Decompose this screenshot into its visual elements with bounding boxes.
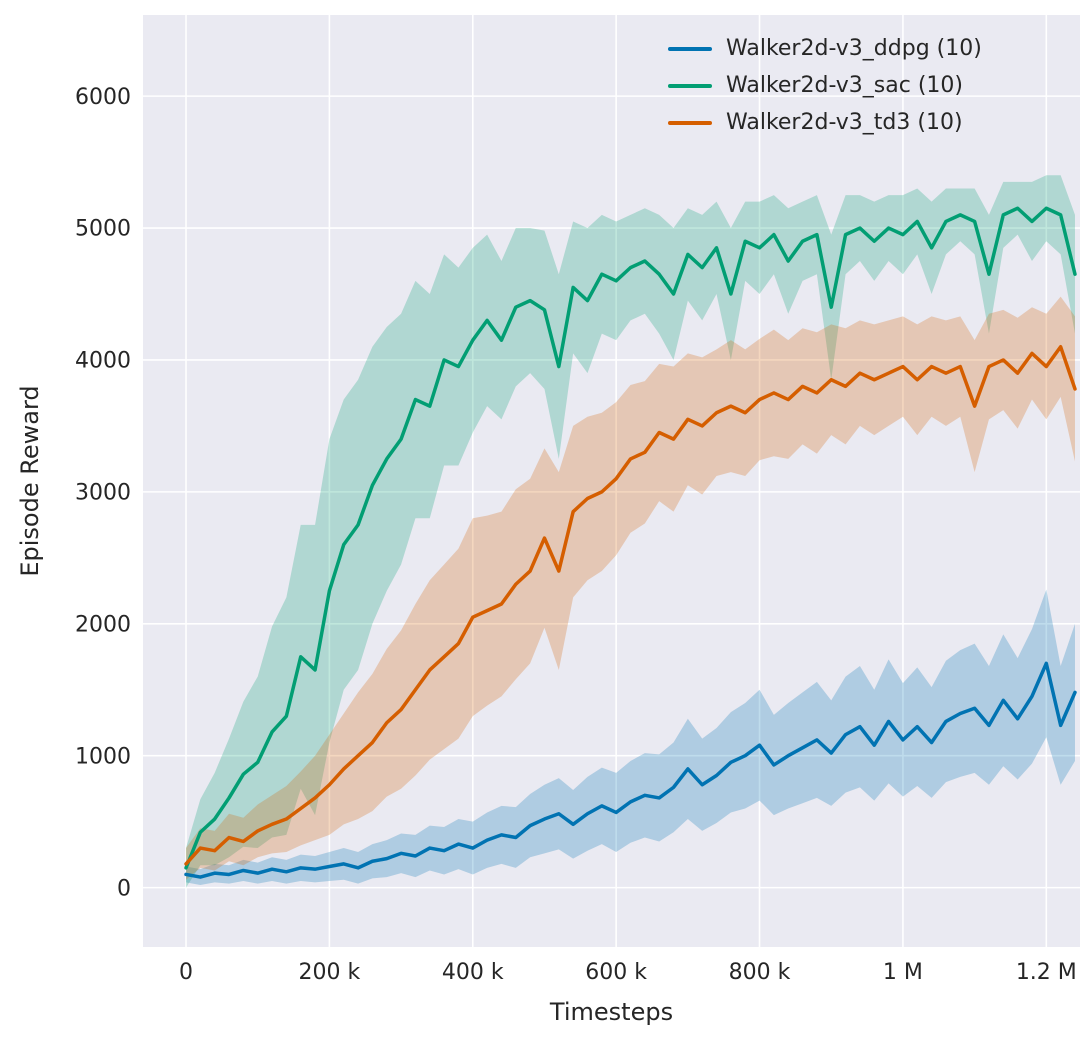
- confidence-band: [186, 175, 1075, 888]
- confidence-band: [186, 296, 1075, 880]
- legend-swatch-td3: [668, 120, 712, 126]
- legend-label-td3: Walker2d-v3_td3 (10): [726, 110, 963, 135]
- y-tick-label: 2000: [75, 613, 131, 638]
- x-tick-label: 0: [179, 960, 193, 985]
- y-tick-label: 3000: [75, 481, 131, 506]
- series-line: [184, 345, 1077, 866]
- x-tick-label: 400 k: [442, 960, 504, 985]
- legend-item-td3: Walker2d-v3_td3 (10): [668, 110, 982, 136]
- legend-item-sac: Walker2d-v3_sac (10): [668, 73, 982, 99]
- y-tick-label: 4000: [75, 349, 131, 374]
- y-tick-label: 5000: [75, 217, 131, 242]
- y-tick-label: 1000: [75, 744, 131, 769]
- legend-item-ddpg: Walker2d-v3_ddpg (10): [668, 36, 982, 62]
- x-tick-label: 800 k: [729, 960, 791, 985]
- grid: [143, 15, 1080, 947]
- y-tick-label: 6000: [75, 85, 131, 110]
- series-line: [184, 661, 1077, 879]
- series-line: [184, 206, 1077, 870]
- x-tick-label: 600 k: [585, 960, 647, 985]
- y-axis-label: Episode Reward: [16, 385, 44, 577]
- legend-swatch-ddpg: [668, 46, 712, 52]
- plot-area: [184, 175, 1077, 888]
- legend: Walker2d-v3_ddpg (10) Walker2d-v3_sac (1…: [668, 36, 982, 136]
- x-axis-label: Timesteps: [549, 998, 674, 1026]
- legend-label-ddpg: Walker2d-v3_ddpg (10): [726, 36, 982, 61]
- x-tick-label: 1.2 M: [1016, 960, 1077, 985]
- confidence-band: [186, 589, 1075, 885]
- y-tick-label: 0: [117, 876, 131, 901]
- x-tick-label: 1 M: [883, 960, 923, 985]
- legend-label-sac: Walker2d-v3_sac (10): [726, 73, 963, 98]
- x-tick-label: 200 k: [299, 960, 361, 985]
- legend-swatch-sac: [668, 83, 712, 89]
